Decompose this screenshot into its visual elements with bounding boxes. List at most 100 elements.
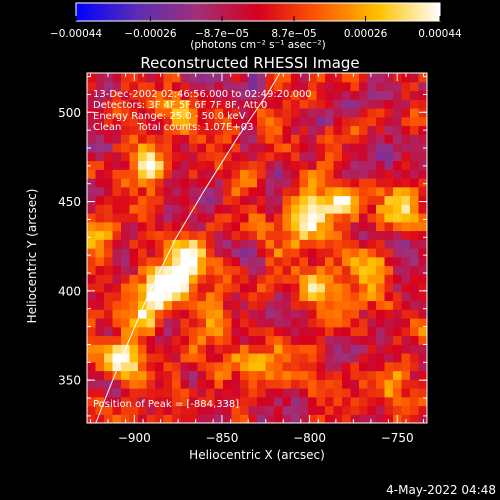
annotation-method: Clean Total counts: 1.07E+03 (93, 122, 253, 133)
heatmap-cell (342, 300, 352, 310)
heatmap-cell (138, 99, 148, 109)
heatmap-cell (384, 388, 394, 398)
heatmap-cell (393, 344, 403, 354)
heatmap-cell (393, 396, 403, 407)
heatmap-cell (325, 81, 335, 92)
heatmap-cell (155, 370, 165, 380)
heatmap-cell (401, 326, 411, 337)
heatmap-cell (121, 116, 131, 127)
heatmap-cell (384, 108, 394, 118)
heatmap-cell (291, 125, 301, 135)
heatmap-cell (342, 335, 352, 345)
heatmap-cell (163, 90, 173, 100)
heatmap-cell (231, 414, 241, 423)
heatmap-cell (282, 309, 292, 319)
heatmap-cell (291, 361, 301, 372)
heatmap-cell (282, 108, 292, 118)
heatmap-cell (418, 326, 427, 337)
heatmap-cell (350, 283, 360, 293)
heatmap-cell (299, 300, 309, 310)
heatmap-cell (333, 186, 343, 197)
heatmap-cell (282, 388, 292, 398)
heatmap-cell (95, 291, 105, 302)
heatmap-cell (248, 335, 258, 345)
heatmap-cell (401, 283, 411, 293)
heatmap-cell (367, 169, 377, 179)
heatmap-cell (121, 353, 131, 363)
solar-limb-line (95, 73, 281, 423)
heatmap-cell (308, 344, 318, 354)
heatmap-cell (265, 108, 275, 118)
heatmap-cell (155, 151, 165, 162)
heatmap-cell (257, 326, 267, 337)
heatmap-cell (112, 265, 122, 275)
heatmap-cell (240, 344, 250, 354)
heatmap-cell (95, 90, 105, 100)
heatmap-cell (367, 370, 377, 380)
heatmap-cell (189, 353, 199, 363)
heatmap-cell (240, 274, 250, 284)
heatmap-cell (274, 291, 284, 302)
heatmap-cell (350, 388, 360, 398)
heatmap-cell (248, 283, 258, 293)
heatmap-cell (299, 239, 309, 249)
heatmap-cell (393, 361, 403, 372)
heatmap-cell (265, 300, 275, 310)
heatmap-cell (214, 230, 224, 240)
heatmap-cell (189, 291, 199, 302)
heatmap-cell (401, 151, 411, 162)
heatmap-cell (112, 274, 122, 284)
heatmap-cell (350, 248, 360, 258)
heatmap-cell (206, 396, 216, 407)
heatmap-cell (265, 265, 275, 275)
heatmap-cell (342, 318, 352, 328)
heatmap-cell (248, 300, 258, 310)
heatmap-cell (393, 108, 403, 118)
heatmap-cell (95, 99, 105, 109)
heatmap-cell (129, 116, 139, 127)
heatmap-cell (214, 221, 224, 232)
heatmap-cell (163, 414, 173, 423)
heatmap-cell (325, 73, 335, 83)
heatmap-cell (393, 283, 403, 293)
heatmap-cell (291, 388, 301, 398)
heatmap-cell (359, 239, 369, 249)
heatmap-cell (163, 388, 173, 398)
heatmap-cell (308, 81, 318, 92)
heatmap-cell (308, 309, 318, 319)
heatmap-cell (418, 169, 427, 179)
heatmap-cell (359, 143, 369, 153)
heatmap-cell (95, 283, 105, 293)
heatmap-cell (257, 379, 267, 389)
heatmap-cell (172, 248, 182, 258)
heatmap-cell (163, 99, 173, 109)
heatmap-cell (257, 414, 267, 423)
heatmap-cell (376, 160, 386, 170)
heatmap-cell (274, 204, 284, 214)
heatmap-cell (342, 73, 352, 83)
heatmap-cell (163, 318, 173, 328)
heatmap-cell (333, 379, 343, 389)
heatmap-cell (121, 81, 131, 92)
heatmap-cell (138, 405, 148, 415)
heatmap-cell (376, 274, 386, 284)
heatmap-cell (291, 169, 301, 179)
heatmap-cell (129, 248, 139, 258)
heatmap-cell (206, 186, 216, 197)
heatmap-cell (282, 90, 292, 100)
heatmap-cell (180, 300, 190, 310)
heatmap-cell (104, 186, 114, 197)
heatmap-cell (231, 186, 241, 197)
heatmap-cell (189, 230, 199, 240)
heatmap-cell (418, 353, 427, 363)
heatmap-cell (342, 81, 352, 92)
heatmap-cell (138, 125, 148, 135)
heatmap-cell (291, 186, 301, 197)
heatmap-cell (308, 239, 318, 249)
heatmap-cell (265, 283, 275, 293)
heatmap-cell (410, 353, 420, 363)
heatmap-cell (138, 326, 148, 337)
heatmap-cell (240, 353, 250, 363)
heatmap-cell (333, 125, 343, 135)
